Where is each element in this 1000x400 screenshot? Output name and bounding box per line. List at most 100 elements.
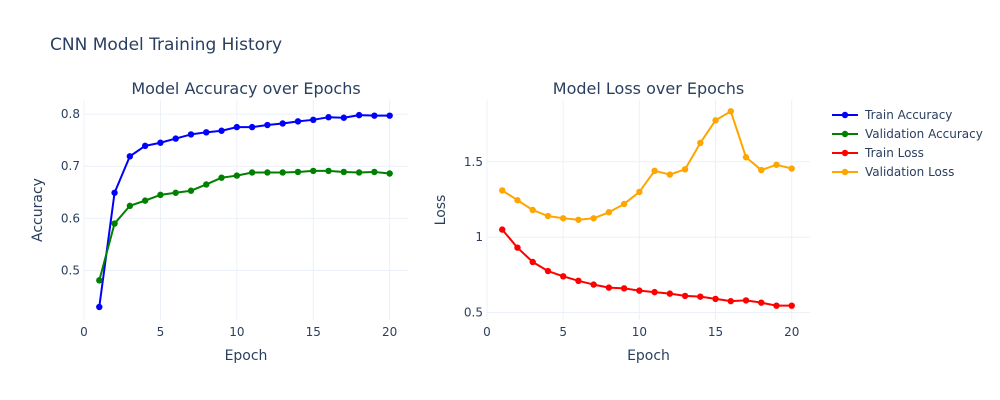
loss-y-tick-label: 1.5 [464, 155, 483, 169]
train-loss-point[interactable] [575, 277, 582, 285]
train-loss-point[interactable] [742, 297, 750, 304]
legend-train-accuracy-label[interactable]: Train Accuracy [864, 108, 952, 122]
loss-x-tick-label: 10 [632, 325, 647, 339]
train-loss-point[interactable] [681, 292, 689, 300]
validation-loss-point[interactable] [788, 165, 795, 172]
loss-subplot-title: Model Loss over Epochs [553, 79, 744, 98]
train-loss-point[interactable] [788, 302, 795, 309]
validation-loss-point[interactable] [712, 117, 719, 124]
legend-validation-loss-marker[interactable] [841, 168, 849, 176]
validation-accuracy-point[interactable] [187, 187, 195, 194]
accuracy-subplot: Model Accuracy over Epochs 0 5 10 15 20 0.5 0.6… [30, 79, 408, 364]
validation-accuracy-point[interactable] [310, 167, 317, 175]
train-accuracy-point[interactable] [141, 142, 149, 150]
validation-accuracy-point[interactable] [355, 169, 363, 176]
validation-accuracy-point[interactable] [325, 167, 332, 175]
train-accuracy-point[interactable] [248, 123, 256, 131]
train-loss-point[interactable] [529, 258, 536, 266]
validation-accuracy-point[interactable] [111, 220, 118, 227]
validation-accuracy-point[interactable] [141, 197, 149, 204]
train-accuracy-point[interactable] [111, 189, 118, 196]
accuracy-y-tick-label: 0.7 [61, 159, 80, 173]
validation-accuracy-point[interactable] [264, 169, 271, 176]
validation-loss-point[interactable] [529, 206, 536, 214]
train-accuracy-point[interactable] [310, 116, 317, 124]
accuracy-subplot-title: Model Accuracy over Epochs [131, 79, 360, 98]
train-loss-point[interactable] [636, 287, 643, 294]
train-loss-point[interactable] [758, 299, 765, 306]
validation-accuracy-point[interactable] [218, 174, 225, 181]
validation-loss-point[interactable] [559, 215, 567, 222]
train-loss-point[interactable] [559, 273, 567, 280]
validation-accuracy-point[interactable] [371, 168, 378, 176]
train-loss-point[interactable] [727, 297, 734, 305]
validation-loss-point[interactable] [620, 200, 628, 208]
validation-loss-point[interactable] [758, 166, 765, 174]
legend-validation-loss-label[interactable]: Validation Loss [865, 165, 954, 179]
train-accuracy-point[interactable] [340, 114, 348, 121]
train-loss-point[interactable] [651, 288, 658, 296]
validation-accuracy-point[interactable] [157, 191, 164, 199]
train-accuracy-point[interactable] [172, 135, 179, 142]
train-loss-point[interactable] [620, 285, 628, 292]
accuracy-x-tick-label: 20 [382, 325, 397, 339]
validation-loss-point[interactable] [727, 108, 734, 115]
train-loss-point[interactable] [605, 284, 613, 291]
validation-loss-point[interactable] [681, 166, 689, 173]
validation-accuracy-point[interactable] [233, 172, 241, 179]
train-loss-point[interactable] [773, 302, 780, 309]
legend-train-loss-marker[interactable] [841, 149, 849, 157]
train-accuracy-point[interactable] [371, 112, 378, 119]
train-accuracy-point[interactable] [157, 139, 164, 146]
train-accuracy-point[interactable] [355, 111, 363, 119]
train-loss-point[interactable] [499, 226, 506, 233]
train-accuracy-point[interactable] [264, 121, 271, 129]
train-accuracy-point[interactable] [386, 112, 393, 119]
train-accuracy-point[interactable] [187, 131, 195, 138]
train-accuracy-point[interactable] [218, 127, 225, 134]
validation-accuracy-point[interactable] [386, 170, 393, 177]
train-accuracy-point[interactable] [203, 129, 210, 136]
loss-y-axis-title: Loss [433, 195, 449, 226]
train-accuracy-point[interactable] [279, 120, 286, 127]
train-accuracy-point[interactable] [233, 123, 241, 131]
validation-accuracy-point[interactable] [126, 202, 134, 210]
validation-loss-point[interactable] [605, 209, 613, 216]
train-accuracy-point[interactable] [96, 303, 103, 311]
legend-validation-accuracy-marker[interactable] [841, 130, 849, 138]
train-accuracy-point[interactable] [126, 153, 134, 160]
figure-title: CNN Model Training History [50, 35, 282, 55]
legend-train-loss-label[interactable]: Train Loss [864, 146, 924, 160]
train-loss-point[interactable] [666, 290, 674, 297]
validation-loss-point[interactable] [544, 212, 552, 220]
validation-accuracy-point[interactable] [279, 169, 286, 176]
validation-loss-point[interactable] [697, 139, 704, 147]
validation-loss-point[interactable] [773, 161, 780, 168]
validation-accuracy-point[interactable] [96, 277, 103, 284]
validation-loss-point[interactable] [651, 167, 658, 175]
legend-validation-accuracy-label[interactable]: Validation Accuracy [865, 127, 983, 141]
validation-loss-point[interactable] [666, 171, 674, 178]
train-loss-point[interactable] [514, 244, 521, 251]
validation-loss-point[interactable] [742, 154, 750, 161]
validation-accuracy-point[interactable] [340, 168, 348, 176]
validation-accuracy-point[interactable] [172, 189, 179, 196]
validation-loss-point[interactable] [499, 187, 506, 194]
validation-accuracy-point[interactable] [203, 181, 210, 188]
validation-loss-line [501, 110, 792, 221]
validation-loss-point[interactable] [575, 216, 582, 223]
validation-accuracy-point[interactable] [248, 169, 256, 176]
train-loss-point[interactable] [590, 281, 597, 288]
validation-accuracy-point[interactable] [294, 168, 302, 176]
loss-x-tick-label: 15 [708, 325, 723, 339]
train-loss-point[interactable] [712, 295, 719, 303]
train-loss-point[interactable] [544, 267, 552, 275]
accuracy-x-tick-label: 15 [306, 325, 321, 339]
legend-train-accuracy-marker[interactable] [841, 111, 849, 119]
train-accuracy-point[interactable] [325, 114, 332, 121]
train-loss-point[interactable] [697, 293, 704, 300]
validation-loss-point[interactable] [590, 215, 597, 222]
validation-loss-point[interactable] [514, 197, 521, 204]
train-accuracy-point[interactable] [294, 118, 302, 125]
validation-loss-point[interactable] [636, 188, 643, 196]
